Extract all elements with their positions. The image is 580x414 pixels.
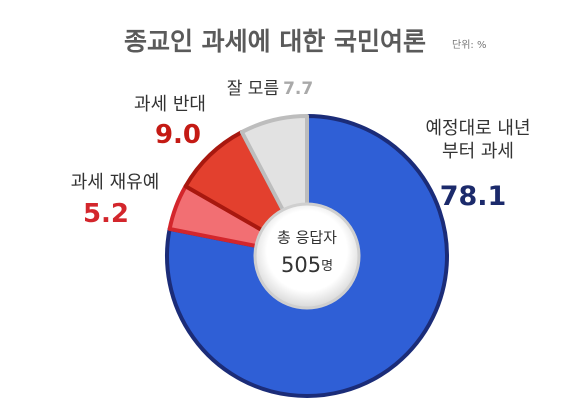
total-text: 505명 [281, 253, 333, 277]
center-text: 총 응답자 [277, 229, 337, 247]
value-label: 78.1 [439, 181, 507, 212]
category-label: 잘 모름 [226, 79, 280, 99]
value-label: 7.7 [283, 79, 314, 99]
slice [165, 114, 449, 398]
total: 505 [281, 253, 321, 277]
category-label: 과세 재유예 [70, 172, 160, 193]
value-label: 9.0 [154, 120, 202, 150]
chart-title: 종교인 과세에 대한 국민여론 [124, 27, 426, 56]
total-unit: 명 [321, 259, 333, 274]
unit-note: 단위: % [452, 38, 486, 51]
category-label: 예정대로 내년부터 과세 [425, 118, 531, 162]
slice-label: 잘 모름 7.7 [205, 79, 335, 100]
center-hole [253, 202, 361, 310]
value-label: 5.2 [82, 199, 130, 229]
category-label: 과세 반대 [134, 94, 206, 115]
